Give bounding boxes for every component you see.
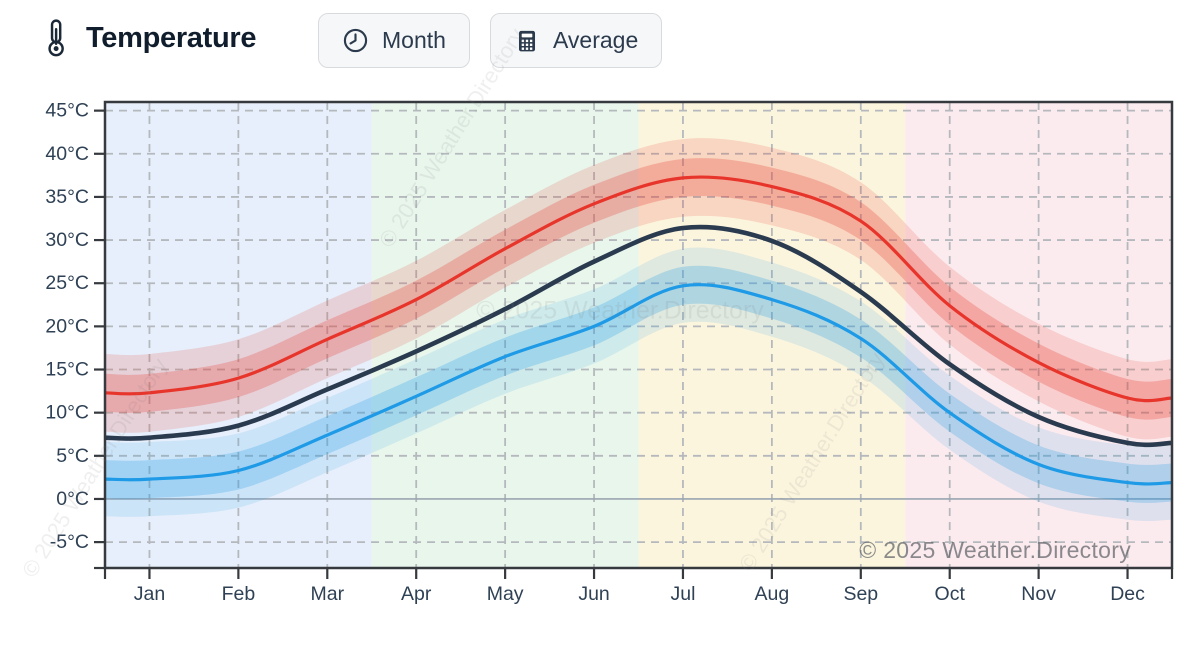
x-axis-label: Nov	[1021, 583, 1056, 605]
x-axis-label: Feb	[222, 583, 256, 605]
page-title: Temperature	[86, 21, 257, 54]
min-inner-band	[105, 265, 1172, 503]
calculator-icon	[514, 28, 540, 54]
x-axis-label: Aug	[755, 583, 790, 605]
series-bands	[105, 138, 1172, 522]
y-axis-label: 20°C	[45, 315, 89, 337]
y-axis-label: 35°C	[45, 186, 89, 208]
y-axis-label: 10°C	[45, 402, 89, 424]
month-button-label: Month	[382, 27, 446, 53]
plot-border	[103, 100, 1174, 570]
thermometer-icon	[42, 18, 70, 58]
max-inner-band	[105, 158, 1172, 420]
average-button-label: Average	[553, 27, 639, 53]
axes: 45°C 40°C 35°C 30°C 25°C 20°C 15°C 10°C 5°C 0°C -5…	[45, 100, 1174, 605]
y-axis-label: 30°C	[45, 229, 89, 251]
x-axis-label: Jul	[670, 583, 695, 605]
min-outer-band	[105, 247, 1172, 522]
page-header: Temperature	[42, 18, 257, 58]
x-axis-label: Jan	[134, 583, 165, 605]
series-lines	[105, 175, 1172, 486]
average-line	[105, 224, 1172, 448]
y-axis-label: 25°C	[45, 272, 89, 294]
x-axis-label: May	[487, 583, 524, 605]
clock-icon	[342, 27, 369, 54]
max-outer-band	[105, 138, 1172, 440]
y-axis-label: -5°C	[50, 531, 89, 553]
x-axis-label: Jun	[578, 583, 609, 605]
x-axis-label: Dec	[1110, 583, 1145, 605]
y-axis-label: 0°C	[56, 488, 89, 510]
month-button[interactable]: Month	[318, 13, 470, 68]
x-axis-label: Mar	[310, 583, 344, 605]
y-axis-label: 45°C	[45, 100, 89, 122]
y-axis-label: 5°C	[56, 445, 89, 467]
y-axis-label: 40°C	[45, 143, 89, 165]
average-button[interactable]: Average	[490, 13, 663, 68]
x-axis-label: Oct	[935, 583, 966, 605]
x-axis-label: Sep	[843, 583, 878, 605]
y-axis-label: 15°C	[45, 359, 89, 381]
min-line	[105, 283, 1172, 486]
x-axis-label: Apr	[401, 583, 432, 605]
max-line	[105, 175, 1172, 403]
